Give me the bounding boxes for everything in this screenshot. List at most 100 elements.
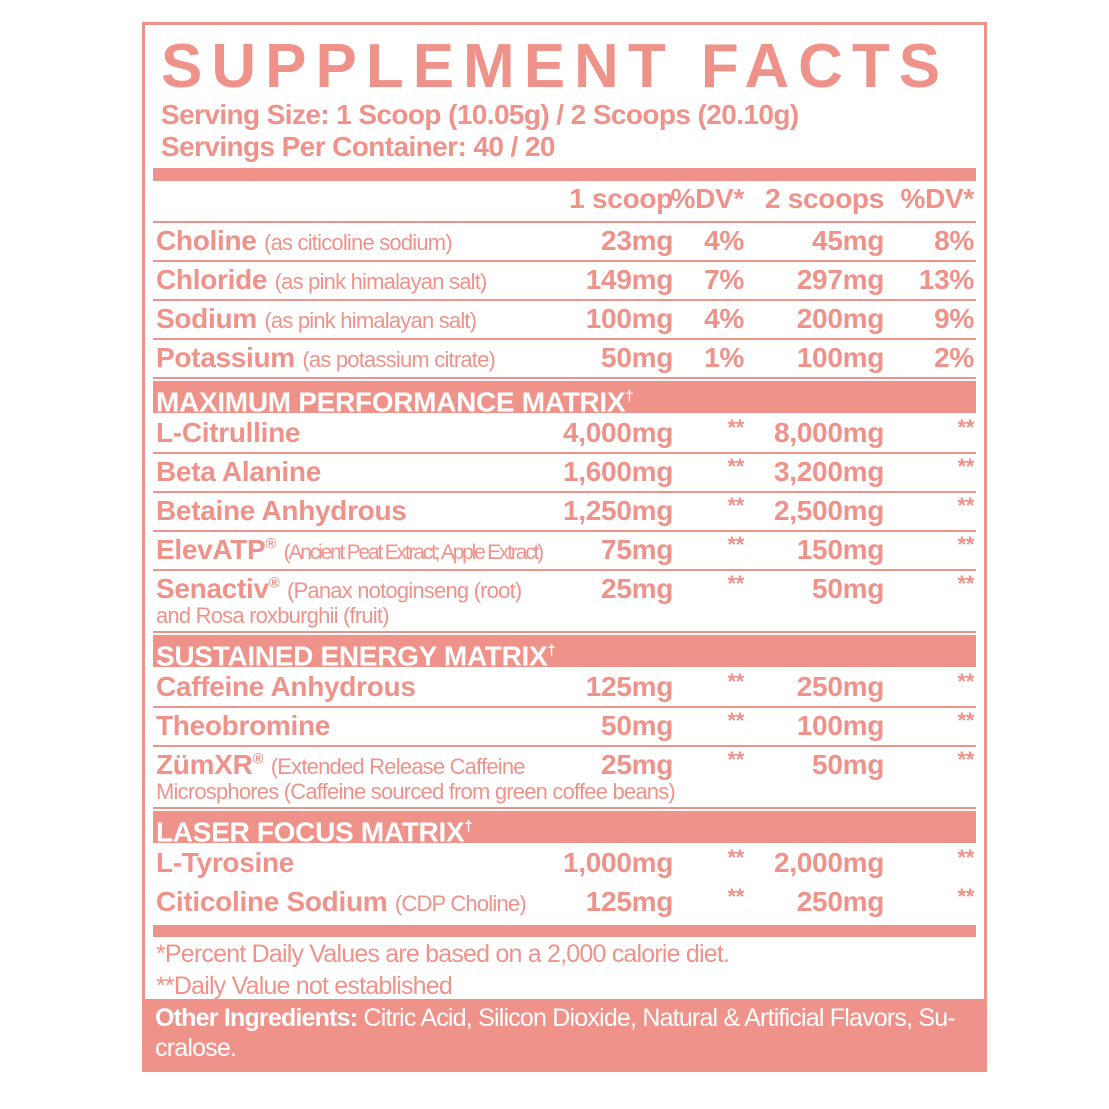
- footnote: *Percent Daily Values are based on a 2,0…: [156, 940, 730, 968]
- dagger-mark: †: [625, 388, 634, 405]
- ingredient-name: ZümXR® (Extended Release Caffeine: [156, 749, 526, 781]
- table-row: Theobromine 50mg ** 100mg **: [153, 708, 976, 747]
- amount-1-scoop: 50mg: [601, 342, 673, 373]
- section-title: LASER FOCUS MATRIX: [156, 816, 465, 848]
- ingredient-label: ElevATP: [156, 534, 266, 565]
- serving-size: Serving Size: 1 Scoop (10.05g) / 2 Scoop…: [161, 99, 799, 130]
- dv-1-scoop: **: [727, 454, 744, 479]
- section-header: LASER FOCUS MATRIX†: [153, 811, 976, 847]
- ingredient-name: L-Tyrosine: [156, 847, 294, 879]
- section-header: SUSTAINED ENERGY MATRIX†: [153, 635, 976, 671]
- other-ingredients: Other Ingredients: Citric Acid, Silicon …: [145, 999, 984, 1069]
- ingredient-note: (Panax notoginseng (root): [287, 578, 522, 603]
- supplement-facts-panel: SUPPLEMENT FACTS Serving Size: 1 Scoop (…: [142, 22, 987, 1072]
- amount-2-scoops: 100mg: [796, 710, 885, 741]
- amount-1-scoop: 100mg: [585, 303, 674, 334]
- dv-1-scoop: **: [727, 415, 744, 440]
- ingredient-note: (as citicoline sodium): [264, 230, 453, 255]
- divider-bar: [153, 168, 976, 181]
- amount-1-scoop: 1,000mg: [563, 847, 673, 878]
- table-row: L-Citrulline 4,000mg ** 8,000mg **: [153, 415, 976, 454]
- amount-1-scoop: 50mg: [601, 710, 673, 741]
- registered-mark: ®: [268, 574, 280, 592]
- ingredient-label: Choline: [156, 225, 257, 256]
- other-ingredients-text: Citric Acid, Silicon Dioxide, Natural & …: [155, 1004, 956, 1062]
- ingredient-label: L-Tyrosine: [156, 847, 295, 878]
- amount-2-scoops: 2,000mg: [774, 847, 884, 878]
- ingredient-note-continued: Microsphores (Caffeine sourced from gree…: [156, 779, 676, 804]
- table-row: Beta Alanine 1,600mg ** 3,200mg **: [153, 454, 976, 493]
- amount-1-scoop: 4,000mg: [563, 417, 673, 448]
- table-row: Chloride (as pink himalayan salt) 149mg 7%…: [153, 262, 976, 301]
- ingredient-label: Sodium: [156, 303, 257, 334]
- amount-2-scoops: 8,000mg: [774, 417, 884, 448]
- ingredient-name: Potassium (as potassium citrate): [156, 342, 496, 374]
- registered-mark: ®: [252, 750, 264, 768]
- ingredient-note: (Ancient Peat Extract; Apple Extract): [283, 541, 544, 564]
- dagger-mark: †: [547, 642, 556, 659]
- dv-2-scoops: **: [957, 884, 974, 909]
- ingredient-name: Senactiv® (Panax notoginseng (root): [156, 573, 522, 605]
- registered-mark: ®: [265, 535, 277, 553]
- table-row: Potassium (as potassium citrate) 50mg 1% 10…: [153, 340, 976, 379]
- ingredient-name: Citicoline Sodium (CDP Choline): [156, 886, 527, 918]
- amount-1-scoop: 25mg: [601, 573, 673, 604]
- table-row: L-Tyrosine 1,000mg ** 2,000mg **: [153, 845, 976, 884]
- amount-1-scoop: 23mg: [601, 225, 673, 256]
- ingredient-note: (as pink himalayan salt): [264, 308, 477, 333]
- ingredient-note: (Extended Release Caffeine: [270, 754, 526, 779]
- servings-per-container: Servings Per Container: 40 / 20: [161, 131, 555, 162]
- ingredient-name: Theobromine: [156, 710, 330, 742]
- dv-1-scoop: 4%: [704, 303, 744, 334]
- section-title: MAXIMUM PERFORMANCE MATRIX: [156, 386, 626, 418]
- table-row: Choline (as citicoline sodium) 23mg 4% 45mg…: [153, 223, 976, 262]
- ingredient-note: (as pink himalayan salt): [274, 269, 488, 294]
- dv-2-scoops: 2%: [934, 342, 974, 373]
- ingredient-name: Betaine Anhydrous: [156, 495, 407, 527]
- ingredient-label: Caffeine Anhydrous: [156, 671, 416, 702]
- dv-2-scoops: 9%: [934, 303, 974, 334]
- amount-1-scoop: 1,250mg: [563, 495, 673, 526]
- amount-1-scoop: 125mg: [585, 886, 674, 917]
- panel-title: SUPPLEMENT FACTS: [161, 32, 950, 101]
- section-title: SUSTAINED ENERGY MATRIX: [156, 640, 548, 672]
- table-row: Sodium (as pink himalayan salt) 100mg 4% 20…: [153, 301, 976, 340]
- dv-2-scoops: **: [957, 454, 974, 479]
- column-header-dv2: %DV*: [900, 183, 975, 214]
- dv-2-scoops: **: [957, 493, 974, 518]
- table-row: Betaine Anhydrous 1,250mg ** 2,500mg **: [153, 493, 976, 532]
- ingredient-label: Theobromine: [156, 710, 331, 741]
- ingredient-label: Citicoline Sodium: [156, 886, 388, 917]
- dv-2-scoops: **: [957, 571, 974, 596]
- table-row: Citicoline Sodium (CDP Choline) 125mg ** 25…: [153, 884, 976, 923]
- ingredient-note: (as potassium citrate): [302, 347, 496, 372]
- amount-1-scoop: 125mg: [585, 671, 674, 702]
- dv-2-scoops: **: [957, 532, 974, 557]
- dv-1-scoop: **: [727, 493, 744, 518]
- amount-2-scoops: 50mg: [812, 573, 884, 604]
- dv-1-scoop: **: [727, 571, 744, 596]
- amount-2-scoops: 50mg: [812, 749, 884, 780]
- ingredient-label: Potassium: [156, 342, 295, 373]
- dv-1-scoop: **: [727, 845, 744, 870]
- amount-2-scoops: 250mg: [796, 671, 885, 702]
- amount-2-scoops: 200mg: [796, 303, 885, 334]
- ingredient-label: ZümXR: [156, 749, 253, 780]
- amount-2-scoops: 100mg: [796, 342, 885, 373]
- ingredient-note-continued: and Rosa roxburghii (fruit): [156, 603, 390, 628]
- amount-1-scoop: 1,600mg: [563, 456, 673, 487]
- table-row: ZümXR® (Extended Release Caffeine Microsp…: [153, 747, 976, 809]
- column-header-1-scoop: 1 scoop: [569, 183, 673, 214]
- amount-1-scoop: 149mg: [585, 264, 674, 295]
- dv-2-scoops: **: [957, 415, 974, 440]
- amount-2-scoops: 150mg: [796, 534, 885, 565]
- ingredient-name: ElevATP® (Ancient Peat Extract; Apple Ex…: [156, 534, 544, 566]
- footnote: **Daily Value not established: [156, 972, 453, 1000]
- dv-2-scoops: **: [957, 669, 974, 694]
- ingredient-label: Chloride: [156, 264, 268, 295]
- table-row: Caffeine Anhydrous 125mg ** 250mg **: [153, 669, 976, 708]
- ingredient-name: Chloride (as pink himalayan salt): [156, 264, 487, 296]
- dv-2-scoops: 13%: [918, 264, 974, 295]
- dv-1-scoop: **: [727, 532, 744, 557]
- dv-1-scoop: 1%: [704, 342, 744, 373]
